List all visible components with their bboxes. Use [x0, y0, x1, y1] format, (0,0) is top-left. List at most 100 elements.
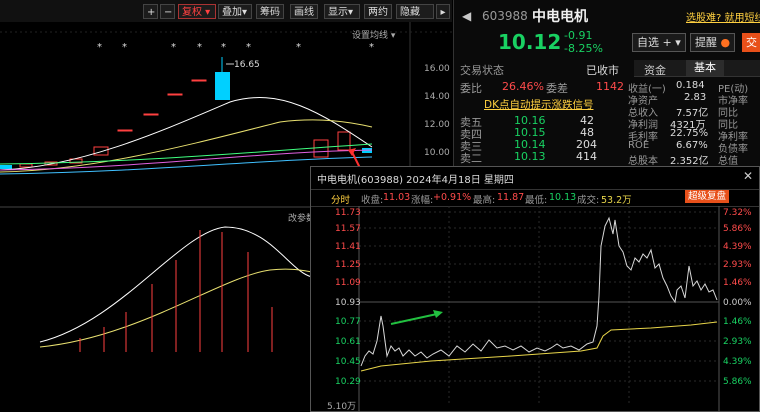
ma-settings-label[interactable]: 设置均线 ▾: [352, 28, 395, 41]
chevron-down-icon: ▾: [202, 7, 211, 18]
right-axis-label: 5.86%: [723, 224, 752, 234]
chaoji-fupan-button[interactable]: 超级复盘: [685, 190, 730, 203]
plus-icon: +: [662, 36, 672, 49]
trade-status-label: 交易状态: [460, 64, 504, 77]
marker-star: *: [97, 42, 102, 53]
fund-label2: 同比: [718, 120, 738, 131]
trade-button[interactable]: 交: [742, 33, 760, 52]
level-price: 10.15: [514, 126, 546, 139]
chevron-down-icon: ▾: [388, 31, 396, 41]
orderbook-row: 卖二 10.13 414: [458, 150, 628, 165]
stock-code: 603988: [482, 9, 528, 23]
level-label: 卖四: [460, 128, 482, 141]
fundamental-row: ROE 6.67% 负债率: [626, 140, 760, 155]
fundamental-row: 毛利率 22.75% 净利率: [626, 128, 760, 143]
chevron-down-icon: ▾: [671, 36, 681, 49]
tab-zijin[interactable]: 资金: [644, 64, 666, 77]
fund-label: 毛利率: [628, 132, 658, 143]
chevron-down-icon: ▾: [242, 7, 248, 18]
level-volume: 204: [576, 138, 597, 151]
high-price-label: 16.65: [234, 60, 260, 70]
fuquan-dropdown[interactable]: 复权 ▾: [178, 4, 216, 19]
left-axis-label: 11.41: [335, 242, 361, 252]
tab-jiben[interactable]: 基本: [686, 60, 724, 76]
fund-label: 总股本: [628, 156, 658, 167]
shoupan-value: 11.03: [383, 192, 411, 203]
fund-value: 22.75%: [670, 128, 709, 139]
stock-menu-icon[interactable]: ◀: [462, 9, 472, 23]
chengjiao-value: 53.2万: [601, 195, 632, 206]
left-axis-label: 11.09: [335, 278, 361, 288]
fund-value: 6.67%: [676, 140, 708, 151]
left-axis-label: 10.93: [335, 298, 361, 308]
xianshi-dropdown[interactable]: 显示▾: [324, 4, 360, 19]
kline-toolbar: + − 复权 ▾ 叠加▾ 筹码 画线 显示▾ 两约 隐藏▸▸ ▸: [0, 0, 452, 33]
tixing-button[interactable]: 提醒 ●: [690, 33, 736, 52]
level-label: 卖五: [460, 116, 482, 129]
left-axis-label: 11.57: [335, 224, 361, 234]
fund-label2: PE(动): [718, 84, 749, 95]
more-icon[interactable]: ▸: [436, 4, 450, 19]
shoupan-label: 收盘:: [361, 195, 384, 206]
fund-label2: 市净率: [718, 96, 748, 107]
zoom-in-button[interactable]: +: [143, 4, 158, 19]
zixuan-button[interactable]: 自选 + ▾: [632, 33, 686, 52]
volume-axis-label: 5.10万: [327, 402, 356, 411]
fund-label: 净利润: [628, 120, 658, 131]
candle: [143, 113, 159, 116]
marker-star: *: [369, 42, 374, 53]
stock-name: 中电电机: [532, 9, 588, 25]
chevron-down-icon: ▾: [348, 7, 354, 18]
price-change: -0.91: [564, 29, 593, 42]
level-price: 10.14: [514, 138, 546, 151]
webi-value: 26.46%: [502, 80, 544, 93]
zhangfu-value: +0.91%: [433, 192, 472, 203]
bell-icon: ●: [720, 36, 731, 49]
level-price: 10.16: [514, 114, 546, 127]
level-volume: 414: [576, 150, 597, 163]
left-axis-label: 10.29: [335, 377, 361, 387]
fund-value: 2.83: [684, 92, 707, 103]
right-axis-label: 1.46%: [723, 317, 752, 327]
zhangfu-label: 涨幅:: [411, 195, 434, 206]
liangyue-button[interactable]: 两约: [364, 4, 392, 19]
promo-link[interactable]: 选股难? 就用短线: [686, 13, 760, 24]
fund-label: 收益(一): [628, 84, 666, 95]
marker-star: *: [171, 42, 176, 53]
price-axis-label: 12.00: [424, 120, 450, 130]
left-axis-label: 10.61: [335, 337, 361, 347]
popup-title: 中电电机(603988) 2024年4月18日 星期四: [317, 175, 514, 186]
fundamental-row: 净资产 2.83 市净率: [626, 92, 760, 107]
ma-settings-text: 设置均线: [352, 31, 389, 41]
right-axis-label: 5.86%: [723, 377, 752, 387]
level-label: 卖二: [460, 152, 482, 165]
candle: [313, 139, 329, 158]
signal-link[interactable]: DK点自动提示涨跌信号: [484, 99, 594, 111]
intraday-chart[interactable]: 11.73 11.57 11.41 11.25 11.09 10.93 10.7…: [311, 206, 759, 411]
tab-fenshi[interactable]: 分时: [331, 195, 351, 206]
popup-info-bar: 分时 收盘: 11.03 涨幅: +0.91% 最高: 11.87 最低: 10…: [311, 189, 759, 207]
right-axis-label: 0.00%: [723, 298, 752, 308]
right-axis-label: 2.93%: [723, 337, 752, 347]
chouma-button[interactable]: 筹码: [256, 4, 284, 19]
orderbook-row: 卖五 10.16 42: [458, 114, 628, 129]
indicator-param-label[interactable]: 改参数: [288, 214, 316, 224]
price-axis-label: 14.00: [424, 92, 450, 102]
candle-green: [0, 165, 12, 169]
xianshi-label: 显示: [328, 7, 348, 18]
marker-star: *: [296, 42, 301, 53]
left-axis-label: 10.45: [335, 357, 361, 367]
marker-star: *: [246, 42, 251, 53]
diejia-dropdown[interactable]: 叠加▾: [218, 4, 252, 19]
fundamental-row: 总股本 2.352亿 总值: [626, 152, 760, 167]
zoom-out-button[interactable]: −: [160, 4, 175, 19]
zuidi-label: 最低:: [525, 195, 548, 206]
huaxian-button[interactable]: 画线: [290, 4, 318, 19]
zixuan-label: 自选: [637, 36, 659, 49]
close-icon[interactable]: ✕: [743, 169, 754, 183]
fundamental-row: 净利润 4321万 同比: [626, 116, 760, 131]
fund-label: 总收入: [628, 108, 658, 119]
price-axis-label: 16.00: [424, 64, 450, 74]
level-price: 10.13: [514, 150, 546, 163]
yincang-button[interactable]: 隐藏▸▸: [396, 4, 434, 33]
